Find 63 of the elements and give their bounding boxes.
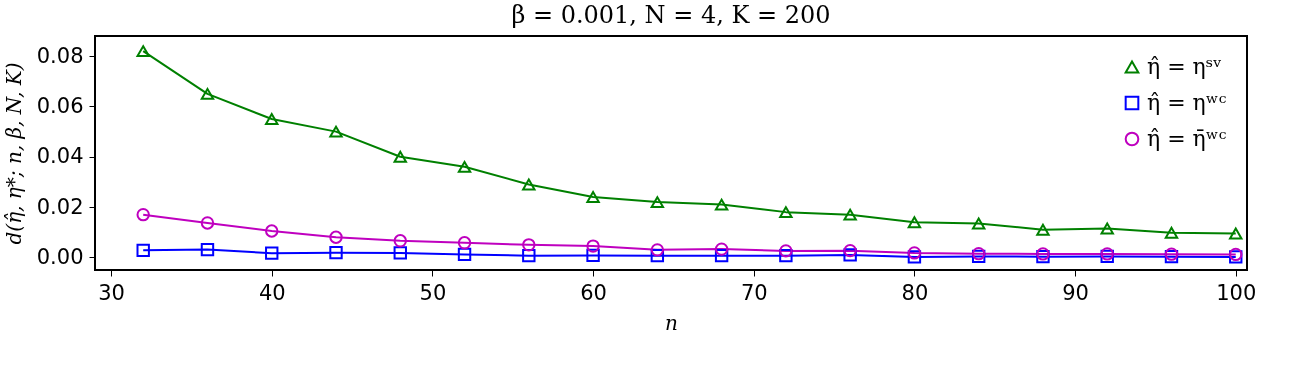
point xyxy=(907,216,922,229)
point xyxy=(457,236,472,250)
point xyxy=(843,208,857,221)
point xyxy=(1036,223,1050,236)
point xyxy=(907,250,922,264)
legend-label: η̂ = ηʷᶜ xyxy=(1147,90,1227,115)
chart-title: β = 0.001, N = 4, K = 200 xyxy=(511,1,831,29)
point xyxy=(907,246,922,260)
point xyxy=(779,248,793,263)
point xyxy=(457,160,472,173)
point xyxy=(522,238,536,252)
point xyxy=(1100,222,1114,235)
point xyxy=(457,247,472,262)
y-tick-label: 0.04 xyxy=(36,144,84,169)
y-tick-label: 0.06 xyxy=(36,93,84,118)
x-tick-label: 60 xyxy=(580,280,607,305)
point xyxy=(393,150,407,163)
point xyxy=(843,248,857,262)
y-tick-label: 0.08 xyxy=(36,43,84,68)
x-tick-label: 90 xyxy=(1062,280,1089,305)
point xyxy=(650,243,665,257)
point xyxy=(779,244,793,258)
point xyxy=(586,248,600,263)
x-tick-label: 100 xyxy=(1216,280,1257,305)
point xyxy=(393,234,407,248)
point xyxy=(714,242,729,256)
point xyxy=(329,125,343,138)
point xyxy=(265,246,279,260)
point xyxy=(714,198,729,211)
point xyxy=(1229,227,1243,240)
x-tick-label: 80 xyxy=(901,280,929,305)
point xyxy=(586,191,600,203)
y-tick-label: 0.00 xyxy=(36,244,84,269)
legend-label: η̂ = ηˢᵛ xyxy=(1147,54,1222,79)
point xyxy=(522,178,536,191)
point xyxy=(393,246,407,260)
point xyxy=(136,45,150,58)
point xyxy=(265,113,279,125)
y-tick-label: 0.02 xyxy=(36,194,84,219)
point xyxy=(200,216,215,230)
point xyxy=(971,217,986,230)
point xyxy=(586,239,600,253)
point xyxy=(136,207,150,222)
point xyxy=(329,230,343,244)
x-axis-title: n xyxy=(665,310,678,335)
x-tick-label: 50 xyxy=(419,280,447,305)
point xyxy=(650,248,665,263)
point xyxy=(200,242,215,257)
point xyxy=(522,248,536,263)
legend-label: η̂ = η̄ʷᶜ xyxy=(1147,126,1227,151)
point xyxy=(714,248,729,263)
point xyxy=(329,245,343,260)
point xyxy=(843,243,857,258)
x-tick-label: 40 xyxy=(258,280,286,305)
point xyxy=(136,243,150,258)
x-tick-label: 70 xyxy=(740,280,768,305)
point xyxy=(200,87,215,100)
point xyxy=(265,224,279,238)
point xyxy=(650,196,665,208)
y-axis-title: d(η̂, η*; n, β, N, K) xyxy=(1,62,26,245)
point xyxy=(1164,226,1179,239)
x-tick-label: 30 xyxy=(98,280,125,305)
point xyxy=(779,206,793,219)
